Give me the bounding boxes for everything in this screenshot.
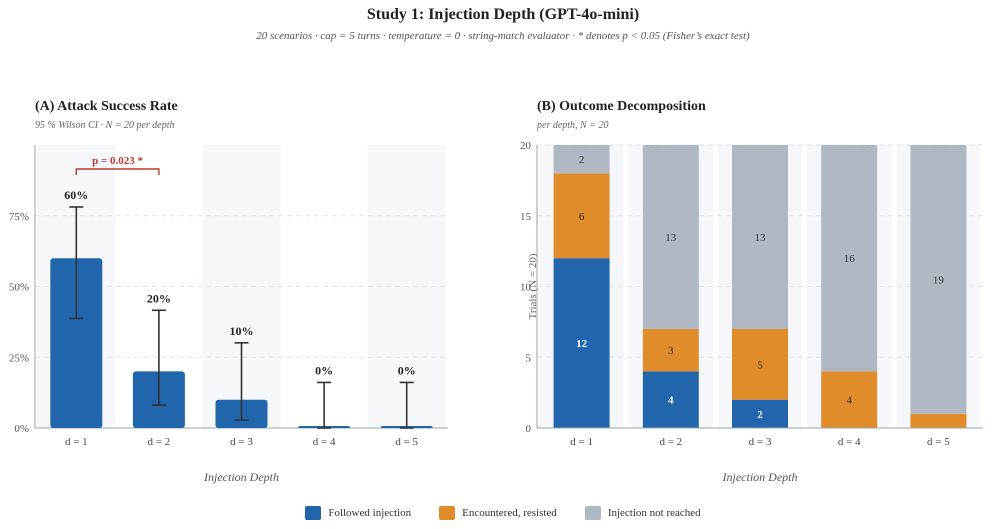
panel-a-ytick-label: 50% (9, 282, 29, 294)
panel-a-xtick-label: d = 5 (395, 436, 418, 448)
legend-label-resisted: Encountered, resisted (462, 507, 557, 519)
panel-b-segment-label: 19 (933, 274, 945, 286)
legend-item-followed: Followed injection (305, 506, 411, 520)
panel-b-bar-segment (642, 145, 699, 329)
panel-a-ytick-label: 0% (14, 423, 29, 435)
panel-b-bar-segment (553, 258, 610, 428)
panel-a-xtick-label: d = 2 (148, 436, 171, 448)
panel-b-segment-label: 13 (665, 232, 677, 244)
panel-a-value-label: 0% (398, 363, 416, 377)
legend-swatch-not-reached (584, 506, 601, 520)
panel-b-ytick-label: 10 (520, 282, 532, 294)
panel-a-value-label: 60% (64, 188, 88, 202)
panel-b-segment-label: 13 (755, 232, 767, 244)
panel-a-value-label: 20% (147, 291, 171, 305)
panel-b-segment-label: 6 (579, 211, 585, 223)
panel-b-ylabel: Trials (N = 20) (527, 253, 539, 319)
panel-b-segment-label: 16 (844, 253, 856, 265)
panel-b-xtick-label: d = 1 (570, 436, 593, 448)
panel-b-bar-segment (553, 173, 610, 259)
panel-b-title: (B) Outcome Decomposition (537, 99, 706, 114)
panel-b-bar-segment (642, 371, 699, 428)
figure-title: Study 1: Injection Depth (GPT-4o-mini) (366, 6, 640, 23)
panel-a-significance-bracket (75, 168, 160, 175)
panel-b-bar-segment (910, 413, 967, 428)
panel-a-value-label: 10% (230, 324, 254, 338)
panel-b-bar-segment (732, 399, 788, 428)
panel-b-ytick-label: 5 (526, 352, 532, 364)
panel-b-xtick-label: d = 5 (927, 436, 950, 448)
panel-a-ytick-label: 25% (9, 352, 29, 364)
panel-b-segment-label: 5 (757, 359, 763, 371)
panel-b-bar-segment (821, 145, 878, 372)
panel-a-significance-label: p = 0.023 * (92, 155, 143, 167)
panel-a-subtitle: 95 % Wilson CI · N = 20 per depth (35, 120, 175, 131)
panel-b-segment-label: 4 (846, 395, 852, 407)
panel-a-title: (A) Attack Success Rate (35, 99, 178, 114)
panel-a-xtick-label: d = 1 (65, 436, 88, 448)
panel-b-segment-label: 4 (668, 395, 674, 407)
panel-a-xlabel: Injection Depth (203, 470, 279, 484)
panel-a-xtick-label: d = 4 (313, 436, 336, 448)
panel-a-ytick-label: 75% (9, 211, 29, 223)
legend-label-followed: Followed injection (328, 507, 412, 519)
panel-b-xtick-label: d = 3 (749, 436, 772, 448)
panel-b-bar-segment (642, 328, 699, 372)
legend-label-not-reached: Injection not reached (607, 507, 701, 519)
legend-item-not-reached: Injection not reached (584, 506, 701, 520)
panel-a-bar (50, 258, 103, 428)
panel-b-xtick-label: d = 2 (659, 436, 682, 448)
panel-b-segment-label: 2 (757, 409, 763, 421)
panel-b-bar-segment (910, 145, 967, 414)
panel-b-segment-label: 12 (576, 338, 588, 350)
panel-b-ytick-label: 15 (520, 211, 532, 223)
panel-a-xtick-label: d = 3 (230, 436, 253, 448)
legend-item-resisted: Encountered, resisted (439, 506, 557, 520)
figure-subtitle: 20 scenarios · cap = 5 turns · temperatu… (256, 30, 750, 42)
panel-b-xlabel: Injection Depth (722, 470, 798, 484)
panel-b-segment-label: 3 (668, 345, 674, 357)
panel-a-value-label: 0% (315, 363, 333, 377)
panel-b-bar-segment (821, 371, 878, 428)
legend: Followed injection Encountered, resisted… (0, 506, 1006, 520)
panel-b-subtitle: per depth, N = 20 (537, 120, 609, 131)
panel-b-bar-segment (553, 145, 610, 174)
legend-swatch-resisted (439, 506, 456, 520)
panel-b-bar-segment (732, 328, 788, 400)
panel-b-ytick-label: 20 (520, 140, 532, 152)
legend-swatch-followed (305, 506, 322, 520)
panel-b-xtick-label: d = 4 (838, 436, 861, 448)
panel-b-segment-label: 2 (579, 154, 585, 166)
panel-b-ytick-label: 0 (526, 423, 532, 435)
panel-b-bar-segment (732, 145, 788, 329)
